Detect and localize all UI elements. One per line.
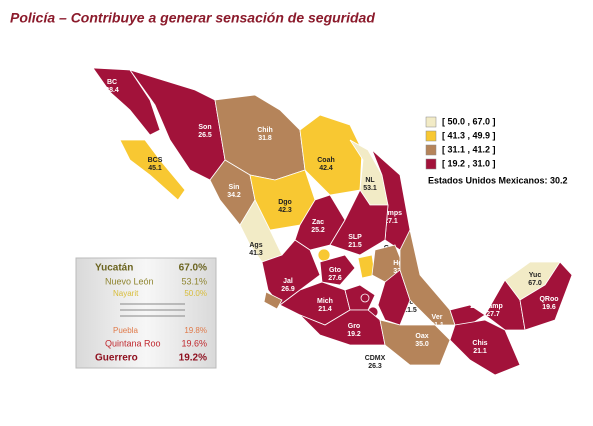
state-name: CDMX xyxy=(365,355,386,362)
state-name: Col xyxy=(284,315,295,322)
state-value: 34.7 xyxy=(283,323,297,330)
legend-swatch xyxy=(425,158,437,170)
state-value: 27.1 xyxy=(384,218,398,225)
state-region xyxy=(319,254,356,286)
title: Policía – Contribuye a generar sensación… xyxy=(10,10,375,26)
state-region xyxy=(379,319,451,366)
state-value: 21.5 xyxy=(403,307,417,314)
state-name: Sin xyxy=(229,184,240,191)
state-value: 42.4 xyxy=(319,165,333,172)
state-name: Pue xyxy=(392,369,405,376)
state-region xyxy=(119,139,186,201)
state-name: Gro xyxy=(348,323,360,330)
state-value: 25.2 xyxy=(311,227,325,234)
state-name: Oax xyxy=(415,333,428,340)
state-name: Ver xyxy=(432,314,443,321)
ranking-box xyxy=(75,257,217,369)
state-name: Mor xyxy=(404,299,417,306)
ranking-value: 19.6% xyxy=(181,338,207,348)
ranking-name: Nuevo León xyxy=(105,276,154,286)
state-region xyxy=(371,149,411,251)
ranking-value: 19.2% xyxy=(179,353,207,364)
state-name: Yuc xyxy=(529,272,542,279)
state-value: 21.1 xyxy=(470,303,484,310)
state-name: Edomex xyxy=(319,340,346,347)
state-region xyxy=(344,284,376,311)
state-value: 21.5 xyxy=(348,242,362,249)
state-name: Tamps xyxy=(380,210,402,217)
state-value: 19.8 xyxy=(391,377,405,384)
state-name: BCS xyxy=(148,157,163,164)
state-value: 26.3 xyxy=(368,363,382,370)
state-name: Dgo xyxy=(278,199,292,206)
state-value: 21.1 xyxy=(473,348,487,355)
state-region xyxy=(449,304,486,326)
state-region xyxy=(519,261,573,331)
state-name: Coah xyxy=(317,157,335,164)
ranking-value: 67.0% xyxy=(179,263,207,274)
state-value: 41.3 xyxy=(249,250,263,257)
state-value: 34.2 xyxy=(227,192,241,199)
state-value: 19.2 xyxy=(347,331,361,338)
state-value: 26.9 xyxy=(281,286,295,293)
ranking-value: 19.8% xyxy=(184,326,207,335)
state-value: 28.4 xyxy=(105,87,119,94)
ranking-value: 53.1% xyxy=(181,276,207,286)
state-value: 67.0 xyxy=(528,280,542,287)
legend-label: [ 31.1 , 41.2 ] xyxy=(442,144,496,154)
state-value: 27.7 xyxy=(486,311,500,318)
national-value: Estados Unidos Mexicanos: 30.2 xyxy=(428,175,568,185)
state-value: 31.8 xyxy=(258,135,272,142)
state-name: BC xyxy=(107,79,117,86)
state-name: NL xyxy=(365,177,375,184)
legend-label: [ 41.3 , 49.9 ] xyxy=(442,130,496,140)
ranking-name: Guerrero xyxy=(95,353,138,364)
state-name: SLP xyxy=(348,234,362,241)
state-name: Ags xyxy=(249,242,262,249)
state-value: 21.4 xyxy=(318,306,332,313)
ranking-name: Yucatán xyxy=(95,263,133,274)
state-name: Mich xyxy=(317,298,333,305)
state-name: Chis xyxy=(472,340,487,347)
state-value: 35.0 xyxy=(415,341,429,348)
state-region xyxy=(317,248,331,262)
state-value: 26.5 xyxy=(198,132,212,139)
state-value: 27.6 xyxy=(328,275,342,282)
legend-swatch xyxy=(425,130,437,142)
state-name: Tab xyxy=(471,295,483,302)
ranking-name: Puebla xyxy=(113,326,138,335)
ranking-value: 50.0% xyxy=(184,289,207,298)
ranking-name: Quintana Roo xyxy=(105,338,161,348)
state-name: Gto xyxy=(329,267,341,274)
legend-label: [ 19.2 , 31.0 ] xyxy=(442,158,496,168)
legend-label: [ 50.0 , 67.0 ] xyxy=(442,116,496,126)
state-name: QRoo xyxy=(539,296,558,303)
state-value: 53.1 xyxy=(363,185,377,192)
state-value: 31.1 xyxy=(430,322,444,329)
state-name: Chih xyxy=(257,127,273,134)
state-value: 42.3 xyxy=(278,207,292,214)
state-name: Camp xyxy=(483,303,502,310)
ranking-name: Nayarit xyxy=(113,289,139,298)
state-value: 19.6 xyxy=(542,304,556,311)
legend-swatch xyxy=(425,116,437,128)
state-region xyxy=(449,319,521,376)
state-region xyxy=(263,291,283,310)
state-region xyxy=(299,114,363,196)
state-name: Son xyxy=(198,124,211,131)
legend-swatch xyxy=(425,144,437,156)
state-value: 45.1 xyxy=(148,165,162,172)
state-region xyxy=(360,293,370,303)
state-value: 24.9 xyxy=(326,348,340,355)
state-name: Jal xyxy=(283,278,293,285)
state-name: Zac xyxy=(312,219,324,226)
state-region xyxy=(329,189,389,256)
